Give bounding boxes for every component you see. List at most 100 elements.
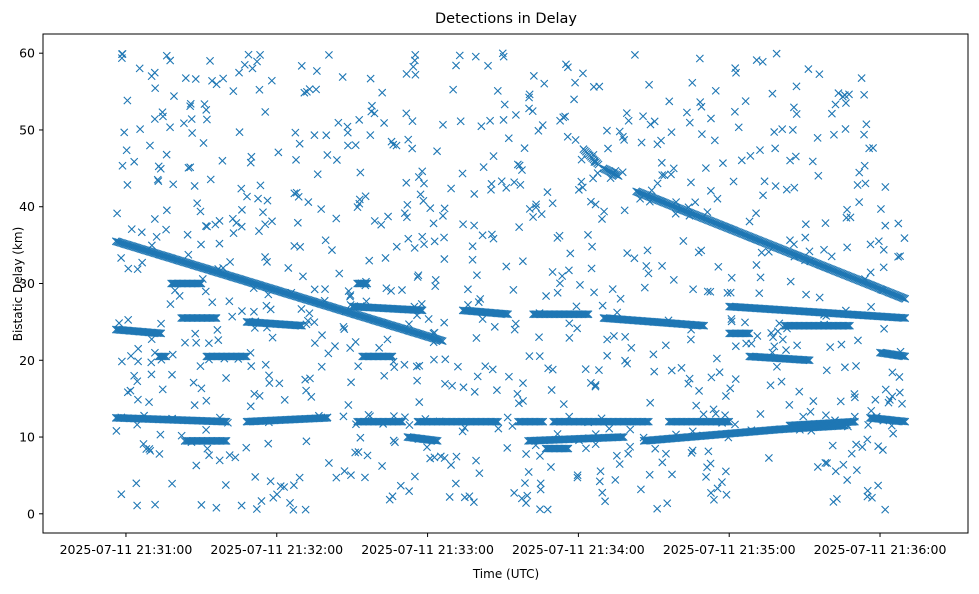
detection-point	[419, 196, 428, 205]
detection-point	[584, 230, 592, 239]
detection-point	[389, 357, 398, 366]
detection-point	[356, 168, 365, 177]
detection-point	[313, 170, 322, 179]
detection-point	[653, 504, 662, 513]
detection-point	[324, 349, 333, 358]
detection-point	[472, 456, 481, 465]
detection-point	[572, 302, 581, 311]
detection-point	[112, 426, 121, 435]
detection-point	[570, 95, 579, 104]
detection-point	[257, 497, 266, 506]
detection-point	[420, 240, 429, 249]
detection-point	[332, 155, 341, 164]
y-tick-label: 30	[19, 276, 35, 291]
detection-point	[706, 287, 715, 296]
detection-point	[722, 490, 731, 499]
detection-point	[524, 468, 533, 476]
detection-point	[188, 129, 197, 138]
detection-point	[130, 371, 139, 380]
detection-point	[640, 283, 649, 292]
detection-point	[687, 448, 696, 457]
detection-point	[202, 115, 211, 124]
detection-point	[430, 237, 439, 246]
detection-point	[786, 156, 795, 165]
detection-point	[500, 100, 509, 109]
detection-point	[254, 194, 263, 203]
detection-point	[860, 275, 869, 284]
detection-point	[169, 180, 178, 189]
detection-point	[318, 331, 327, 340]
detection-point	[310, 131, 319, 140]
detection-point	[578, 183, 587, 192]
detection-point	[375, 343, 384, 352]
detection-point	[489, 234, 498, 243]
detection-point	[609, 331, 618, 340]
detection-point	[613, 308, 622, 317]
detection-point	[741, 97, 750, 106]
detection-point	[413, 376, 422, 385]
detection-point	[511, 110, 520, 119]
detection-point	[490, 417, 499, 426]
detection-point	[154, 329, 163, 338]
detection-point	[488, 365, 497, 374]
detection-point	[426, 454, 435, 463]
detection-point	[221, 436, 230, 445]
detection-point	[658, 458, 667, 467]
detection-point	[404, 135, 413, 144]
detection-point	[594, 160, 603, 169]
detection-point	[646, 398, 655, 407]
detection-point	[414, 173, 423, 181]
detection-point	[582, 444, 590, 453]
detection-point	[219, 436, 228, 445]
detection-point	[752, 260, 761, 269]
detection-point	[639, 433, 648, 442]
detection-point	[447, 460, 456, 469]
detection-point	[535, 352, 544, 361]
detection-point	[742, 329, 751, 338]
detection-point	[445, 492, 454, 501]
detection-point	[339, 412, 348, 421]
detection-point	[339, 322, 348, 331]
detection-point	[657, 158, 666, 167]
detection-point	[253, 57, 262, 66]
detection-point	[630, 50, 639, 59]
detection-point	[340, 467, 349, 476]
detection-point	[431, 436, 440, 445]
detection-point	[741, 329, 750, 338]
detection-point	[411, 70, 420, 79]
detection-point	[415, 398, 424, 407]
detection-point	[438, 337, 447, 346]
detection-point	[354, 448, 363, 457]
detection-point	[621, 356, 630, 365]
detection-point	[874, 481, 883, 490]
detection-point	[180, 436, 189, 445]
detection-point	[225, 451, 234, 460]
detection-point	[346, 300, 355, 309]
detection-point	[509, 285, 518, 294]
detection-point	[544, 364, 553, 373]
detection-point	[790, 252, 799, 261]
detection-point	[433, 147, 442, 156]
detection-point	[840, 363, 849, 372]
detection-point	[384, 212, 393, 221]
detection-point	[447, 184, 456, 193]
detection-point	[583, 310, 592, 319]
detection-point	[459, 220, 468, 229]
detection-point	[814, 171, 823, 180]
detection-point	[181, 74, 190, 83]
detection-point	[520, 144, 529, 153]
detection-point	[731, 342, 740, 351]
detection-point	[775, 319, 784, 328]
detection-point	[261, 107, 270, 116]
detection-point	[661, 341, 670, 350]
y-tick-label: 10	[19, 430, 35, 445]
detection-point	[809, 397, 818, 406]
detection-point	[553, 430, 562, 438]
detection-point	[727, 315, 736, 323]
detection-point	[472, 271, 481, 280]
detection-point	[293, 218, 302, 227]
detection-point	[581, 310, 590, 319]
detection-point	[117, 253, 126, 262]
detection-point	[860, 161, 869, 170]
detection-point	[211, 314, 220, 323]
